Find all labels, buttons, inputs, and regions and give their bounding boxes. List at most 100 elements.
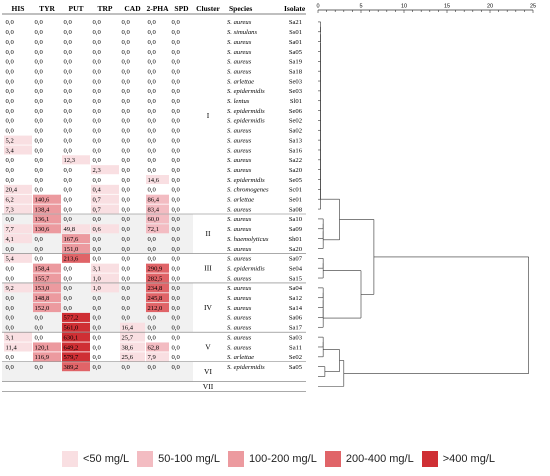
cell-value: 0,0 — [172, 187, 181, 194]
legend-item: 100-200 mg/L — [227, 451, 317, 467]
heat-cell — [4, 135, 32, 145]
cell-value: 212,0 — [148, 305, 164, 312]
cell-value: 290,9 — [148, 265, 164, 272]
heat-cell — [91, 273, 119, 283]
cell-value: 0,0 — [35, 29, 44, 36]
cell-value: 0,7 — [93, 197, 102, 204]
cell-value: 0,0 — [148, 108, 157, 115]
heat-cell — [146, 293, 169, 303]
heat-cell — [4, 184, 32, 194]
cell-value: 0,0 — [35, 364, 44, 371]
cell-value: 0,0 — [35, 187, 44, 194]
species-label: S. aureus — [227, 344, 252, 351]
cell-value: 0,0 — [148, 68, 157, 75]
species-label: S. aureus — [227, 68, 252, 75]
species-label: S. aureus — [227, 147, 252, 154]
cell-value: 2,3 — [93, 167, 102, 174]
heatmap-cells — [4, 135, 169, 372]
cell-value: 0,0 — [35, 246, 44, 253]
cell-value: 0,0 — [64, 39, 73, 46]
cell-value: 0,0 — [6, 315, 15, 322]
cell-value: 0,0 — [6, 157, 15, 164]
species-label: S. aureus — [227, 137, 252, 144]
cell-value: 0,0 — [122, 167, 131, 174]
isolate-label: Sa22 — [289, 157, 302, 164]
heat-cell — [4, 342, 32, 352]
isolate-label: Sa05 — [289, 49, 303, 56]
table-rules — [2, 13, 306, 392]
heat-cell — [146, 224, 169, 234]
cell-value: 0,0 — [93, 315, 102, 322]
cluster-header: Cluster — [196, 4, 220, 13]
cell-value: 0,0 — [172, 295, 181, 302]
cell-value: 0,0 — [122, 118, 131, 125]
species-label: S. epidermidis — [227, 177, 265, 184]
cell-value: 0,0 — [64, 275, 73, 282]
cell-value: 0,0 — [148, 334, 157, 341]
cell-value: 0,0 — [64, 285, 73, 292]
species-label: S. aureus — [227, 59, 252, 66]
cell-value: 0,0 — [172, 78, 181, 85]
cell-value: 0,0 — [148, 49, 157, 56]
species-label: S. aureus — [227, 226, 252, 233]
cell-value: 0,0 — [64, 49, 73, 56]
cell-value: 5,4 — [6, 256, 15, 263]
legend-item: >400 mg/L — [421, 451, 495, 467]
cell-value: 0,0 — [35, 315, 44, 322]
isolate-label: Sa12 — [289, 295, 302, 302]
cell-value: 0,0 — [172, 206, 181, 213]
cell-value: 0,0 — [172, 137, 181, 144]
cell-value: 0,0 — [172, 128, 181, 135]
species-label: S. aureus — [227, 246, 252, 253]
cell-value: 0,0 — [64, 78, 73, 85]
cell-value: 0,0 — [172, 177, 181, 184]
legend-swatch — [324, 451, 341, 467]
column-header: SPD — [174, 4, 189, 13]
cell-value: 0,0 — [122, 39, 131, 46]
heat-cell — [62, 322, 90, 332]
legend-label: 100-200 mg/L — [248, 453, 317, 465]
axis-tick-label: 10 — [401, 4, 407, 10]
heat-cell — [91, 224, 119, 234]
cell-value: 7,9 — [148, 354, 157, 361]
cell-value: 0,0 — [93, 256, 102, 263]
heat-cell — [62, 253, 90, 263]
heat-cell — [33, 303, 61, 313]
axis-tick-label: 15 — [444, 4, 450, 10]
cell-value: 9,2 — [6, 285, 14, 292]
cell-value: 0,0 — [93, 177, 102, 184]
isolate-label: Sa20 — [289, 167, 303, 174]
isolate-label: Sa11 — [289, 344, 302, 351]
heat-cell — [33, 214, 61, 224]
cell-value: 0,0 — [172, 49, 181, 56]
cell-value: 0,0 — [64, 206, 73, 213]
cell-value: 0,0 — [122, 88, 131, 95]
row-labels: 0,0 0,0 0,0 0,0 0,0 0,0 0,0 S. aureus Sa21 0,0 0,0… — [6, 19, 303, 371]
species-label: S. epidermidis — [227, 364, 265, 371]
isolate-label: Sa19 — [289, 59, 303, 66]
cell-value: 0,0 — [35, 59, 44, 66]
cell-value: 0,0 — [172, 98, 181, 105]
cell-value: 0,0 — [6, 167, 15, 174]
cell-value: 0,0 — [93, 98, 102, 105]
cell-value: 0,0 — [35, 128, 44, 135]
cell-value: 0,0 — [64, 147, 73, 154]
cell-value: 0,0 — [172, 147, 181, 154]
cell-value: 0,0 — [93, 118, 102, 125]
cell-value: 0,0 — [172, 325, 181, 332]
species-label: S. epidermidis — [227, 118, 265, 125]
cell-value: 0,0 — [172, 265, 181, 272]
heat-cell — [33, 273, 61, 283]
cell-value: 151,0 — [64, 246, 80, 253]
cell-value: 0,0 — [6, 68, 15, 75]
cell-value: 649,2 — [64, 344, 79, 351]
cell-value: 0,0 — [148, 19, 157, 26]
cell-value: 0,0 — [35, 167, 44, 174]
cell-value: 1,0 — [93, 285, 102, 292]
species-label: S. aureus — [227, 275, 252, 282]
isolate-label: Sa21 — [289, 19, 302, 26]
cell-value: 0,0 — [64, 265, 73, 272]
cell-value: 0,0 — [6, 265, 15, 272]
cell-value: 0,0 — [148, 78, 157, 85]
isolate-label: Sa09 — [289, 226, 303, 233]
